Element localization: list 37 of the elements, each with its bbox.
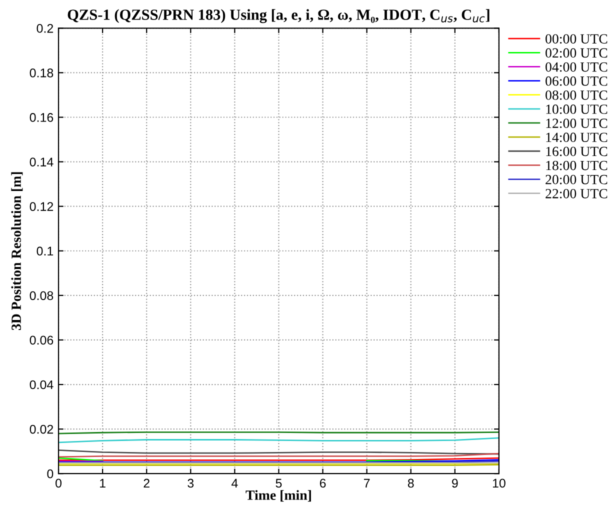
y-tick-label: 0.04 (30, 380, 54, 390)
x-axis-title: Time [min] (246, 490, 311, 502)
legend-label: 04:00 UTC (546, 62, 608, 72)
legend-label: 22:00 UTC (546, 188, 608, 198)
y-tick-label: 0.2 (36, 24, 54, 33)
x-tick-label: 7 (364, 478, 370, 488)
x-tick-label: 2 (144, 478, 150, 488)
legend-label: 00:00 UTC (546, 34, 608, 44)
y-tick-label: 0.06 (30, 336, 54, 345)
y-tick-label: 0 (47, 469, 54, 478)
x-tick-label: 8 (408, 478, 414, 488)
x-tick-label: 4 (232, 478, 238, 488)
y-tick-label: 0.12 (30, 202, 54, 211)
y-tick-label: 0.1 (36, 246, 54, 256)
legend-label: 10:00 UTC (546, 104, 608, 114)
x-tick-label: 1 (100, 478, 106, 488)
x-tick-label: 6 (320, 478, 326, 488)
legend-label: 18:00 UTC (546, 160, 608, 170)
y-tick-label: 0.18 (30, 68, 54, 78)
legend-label: 14:00 UTC (546, 132, 608, 142)
y-axis-title: 3D Position Resolution [m] (11, 172, 23, 330)
x-tick-label: 3 (188, 478, 194, 488)
x-tick-label: 0 (56, 478, 62, 488)
chart-title: QZS-1 (QZSS/PRN 183) Using [a, e, i, Ω, ω, M₀, IDOT, C$_{us}$, C$_{uc}$] (68, 9, 490, 24)
y-tick-label: 0.14 (30, 158, 54, 166)
y-tick-label: 0.02 (30, 424, 54, 434)
legend-label: 12:00 UTC (546, 118, 608, 128)
x-tick-label: 5 (276, 478, 282, 488)
legend-label: 02:00 UTC (546, 48, 608, 58)
y-tick-label: 0.08 (30, 291, 54, 300)
y-tick-label: 0.16 (30, 113, 54, 122)
x-tick-label: 9 (452, 478, 458, 488)
legend-label: 16:00 UTC (546, 146, 608, 156)
legend-label: 20:00 UTC (546, 174, 608, 184)
legend-label: 06:00 UTC (546, 76, 608, 86)
legend-label: 08:00 UTC (546, 90, 608, 100)
x-tick-label: 10 (492, 478, 506, 488)
